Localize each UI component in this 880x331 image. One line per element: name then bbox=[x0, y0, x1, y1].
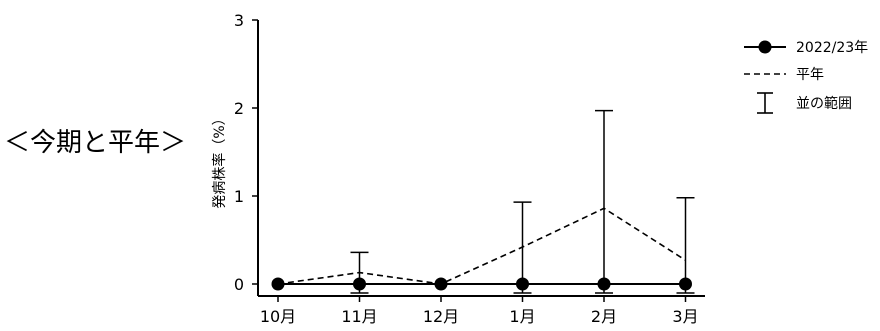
legend-marker-current bbox=[758, 40, 772, 54]
series-point-current bbox=[271, 277, 285, 291]
series-point-current bbox=[353, 277, 366, 291]
x-tick-label: 1月 bbox=[509, 307, 535, 326]
legend-label-normal: 平年 bbox=[796, 67, 824, 83]
x-tick-label: 12月 bbox=[423, 307, 459, 326]
x-tick-label: 10月 bbox=[260, 307, 296, 326]
y-axis-title: 発病株率（%） bbox=[211, 111, 228, 208]
series-point-current bbox=[434, 277, 448, 291]
series-point-current bbox=[679, 277, 692, 291]
series-line-normal bbox=[277, 207, 686, 285]
legend-label-range: 並の範囲 bbox=[796, 95, 852, 112]
series-point-current bbox=[516, 277, 529, 291]
y-tick-label: 1 bbox=[234, 187, 244, 206]
series-point-current bbox=[597, 277, 611, 291]
y-tick-label: 0 bbox=[234, 275, 244, 294]
x-tick-label: 2月 bbox=[591, 307, 617, 326]
y-tick-label: 3 bbox=[234, 11, 244, 30]
legend-label-current: 2022/23年 bbox=[796, 40, 868, 56]
y-tick-label: 2 bbox=[234, 99, 244, 118]
legend-errorbar-symbol bbox=[757, 92, 773, 114]
x-tick-label: 3月 bbox=[672, 307, 698, 326]
chart-legend: 2022/23年 平年 並の範囲 bbox=[744, 40, 868, 114]
chart-axes bbox=[257, 20, 705, 297]
x-tick-label: 11月 bbox=[341, 307, 377, 326]
section-heading: ＜今期と平年＞ bbox=[4, 128, 187, 158]
